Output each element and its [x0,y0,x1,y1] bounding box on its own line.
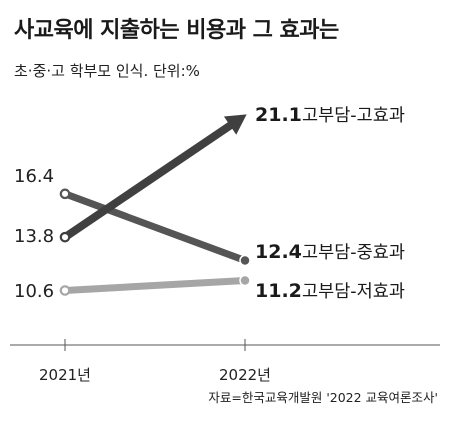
series-name-label: 고부담-저효과 [302,282,405,302]
x-tick-label: 2022년 [219,366,271,384]
start-point-marker [59,188,71,200]
series-name-label: 고부담-중효과 [302,243,405,263]
source-note: 자료=한국교육개발원 '2022 교육여론조사' [208,390,438,405]
series-name-label: 고부담-고효과 [302,106,405,126]
end-value-label: 21.1 [255,104,302,126]
end-point-marker [239,274,251,287]
start-value-label: 13.8 [14,226,54,247]
start-value-label: 10.6 [14,281,54,302]
chart-title: 사교육에 지출하는 비용과 그 효과는 [14,18,339,43]
end-value-label: 12.4 [255,241,302,263]
end-value-label: 11.2 [255,280,302,302]
x-tick-label: 2021년 [39,366,91,384]
start-point-marker [59,285,71,296]
series-line-mid-effect [63,190,247,264]
start-value-label: 16.4 [14,166,54,187]
end-point-marker [239,254,251,267]
chart-subtitle: 초·중·고 학부모 인식. 단위:% [14,62,200,80]
arrowhead [223,114,247,135]
start-point-marker [59,231,71,243]
series-line-low-effect [64,277,246,294]
series-line-high-effect [62,121,234,241]
